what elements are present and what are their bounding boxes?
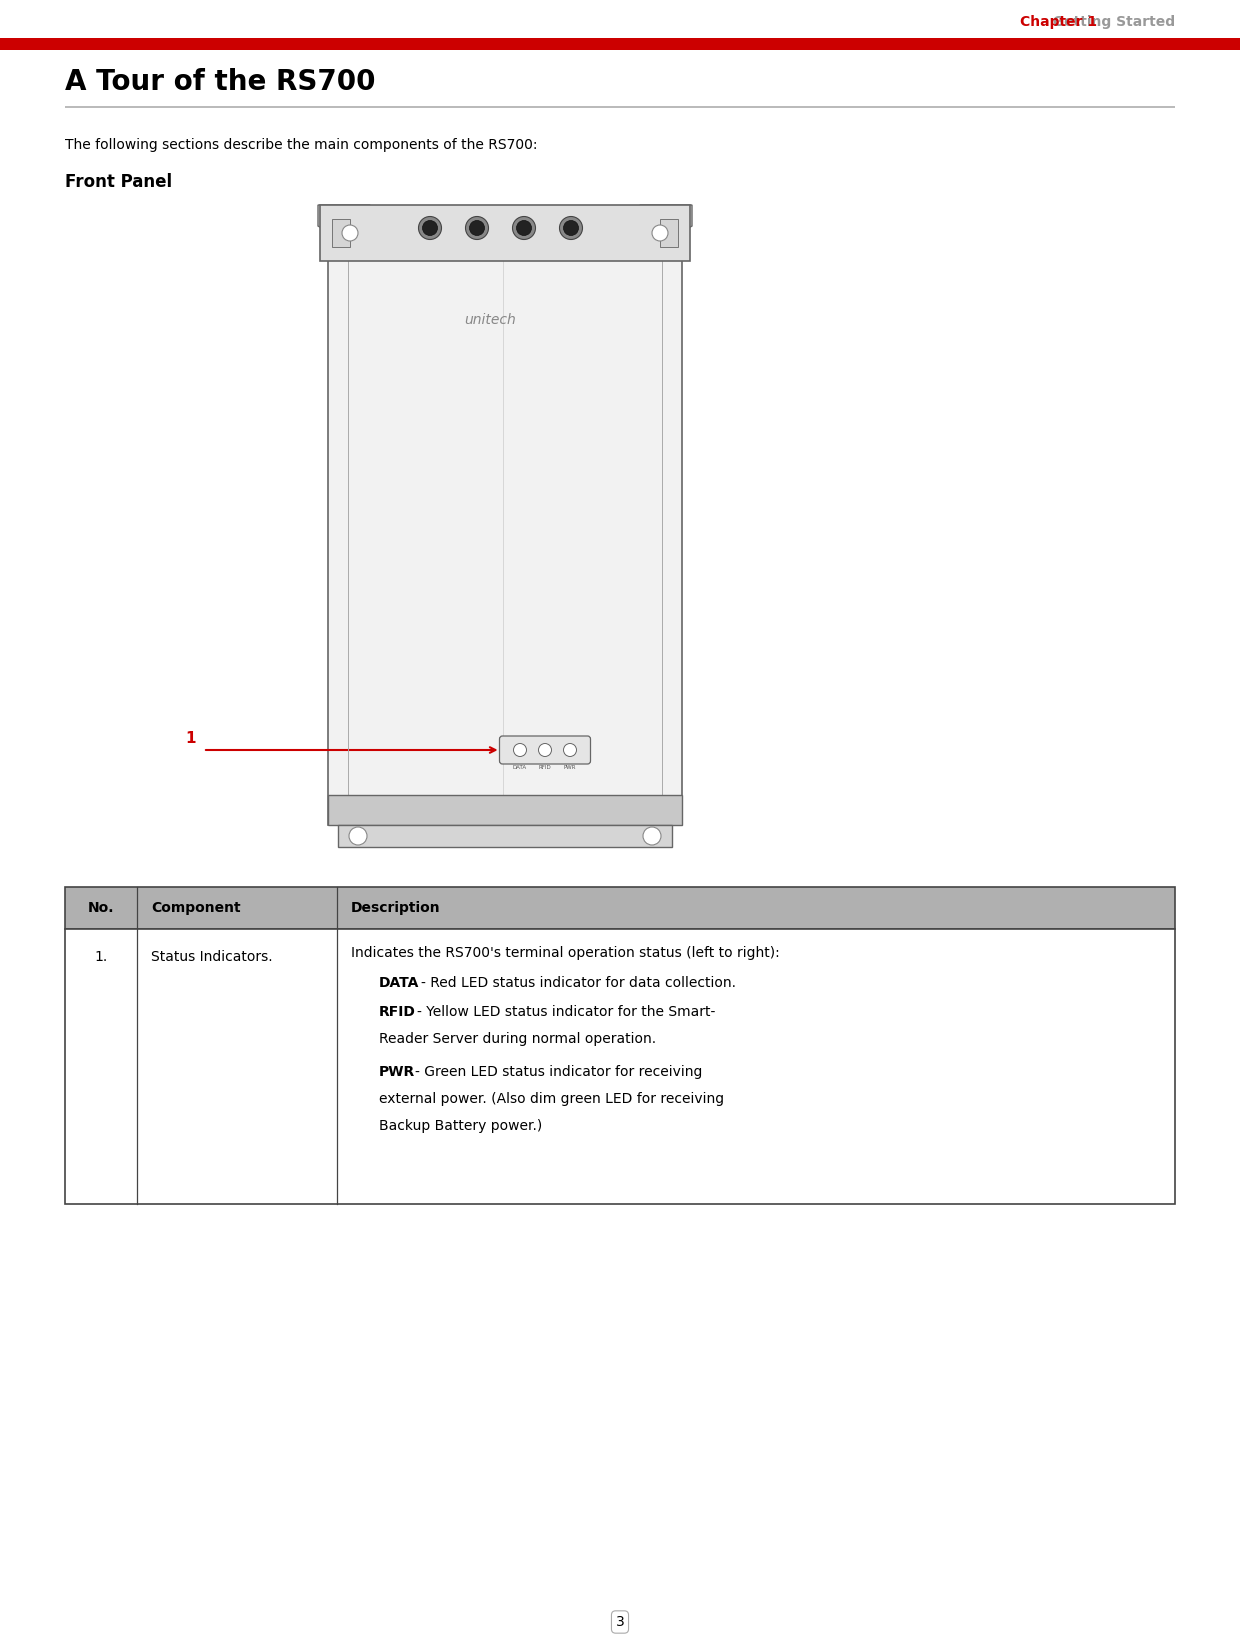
Text: - Yellow LED status indicator for the Smart-: - Yellow LED status indicator for the Sm… bbox=[417, 1005, 715, 1020]
Circle shape bbox=[538, 744, 552, 756]
Circle shape bbox=[512, 216, 536, 239]
Text: 1.: 1. bbox=[94, 950, 108, 964]
Bar bbox=[0, 38, 1240, 50]
Text: Backup Battery power.): Backup Battery power.) bbox=[379, 1119, 542, 1134]
Text: - Red LED status indicator for data collection.: - Red LED status indicator for data coll… bbox=[422, 975, 737, 990]
Text: PWR: PWR bbox=[564, 766, 577, 771]
Text: Chapter 1: Chapter 1 bbox=[1021, 15, 1097, 30]
Circle shape bbox=[470, 221, 485, 236]
Text: Component: Component bbox=[151, 901, 241, 916]
Text: Description: Description bbox=[351, 901, 440, 916]
Text: The following sections describe the main components of the RS700:: The following sections describe the main… bbox=[64, 139, 537, 152]
Circle shape bbox=[652, 224, 668, 241]
Text: No.: No. bbox=[88, 901, 114, 916]
Text: RFID: RFID bbox=[538, 766, 552, 771]
Bar bbox=[64, 929, 1176, 1204]
Circle shape bbox=[644, 827, 661, 845]
Circle shape bbox=[559, 216, 583, 239]
Bar bbox=[64, 888, 1176, 929]
Circle shape bbox=[563, 744, 577, 756]
Text: Front Panel: Front Panel bbox=[64, 173, 172, 191]
Polygon shape bbox=[640, 205, 692, 256]
Circle shape bbox=[513, 744, 527, 756]
Bar bbox=[332, 219, 350, 248]
Bar bbox=[329, 795, 682, 825]
Bar bbox=[660, 219, 678, 248]
Text: Reader Server during normal operation.: Reader Server during normal operation. bbox=[379, 1031, 656, 1046]
Text: Getting Started: Getting Started bbox=[1043, 15, 1176, 30]
FancyBboxPatch shape bbox=[500, 736, 590, 764]
Circle shape bbox=[465, 216, 489, 239]
Circle shape bbox=[423, 221, 438, 236]
Circle shape bbox=[342, 224, 358, 241]
Text: 3: 3 bbox=[615, 1615, 625, 1629]
Polygon shape bbox=[317, 205, 370, 256]
Text: - Green LED status indicator for receiving: - Green LED status indicator for receivi… bbox=[415, 1064, 702, 1079]
Circle shape bbox=[419, 216, 441, 239]
Text: RFID: RFID bbox=[379, 1005, 415, 1020]
Circle shape bbox=[563, 221, 579, 236]
Bar bbox=[320, 205, 689, 261]
Circle shape bbox=[517, 221, 532, 236]
Circle shape bbox=[348, 827, 367, 845]
Text: DATA: DATA bbox=[513, 766, 527, 771]
Text: Indicates the RS700's terminal operation status (left to right):: Indicates the RS700's terminal operation… bbox=[351, 945, 780, 960]
Bar bbox=[339, 825, 672, 846]
Text: external power. (Also dim green LED for receiving: external power. (Also dim green LED for … bbox=[379, 1092, 724, 1106]
Text: 1: 1 bbox=[185, 731, 196, 746]
Text: A Tour of the RS700: A Tour of the RS700 bbox=[64, 68, 376, 96]
Text: unitech: unitech bbox=[464, 314, 516, 327]
Text: PWR: PWR bbox=[379, 1064, 415, 1079]
Text: DATA: DATA bbox=[379, 975, 419, 990]
Text: Status Indicators.: Status Indicators. bbox=[151, 950, 273, 964]
Bar bbox=[329, 248, 682, 825]
